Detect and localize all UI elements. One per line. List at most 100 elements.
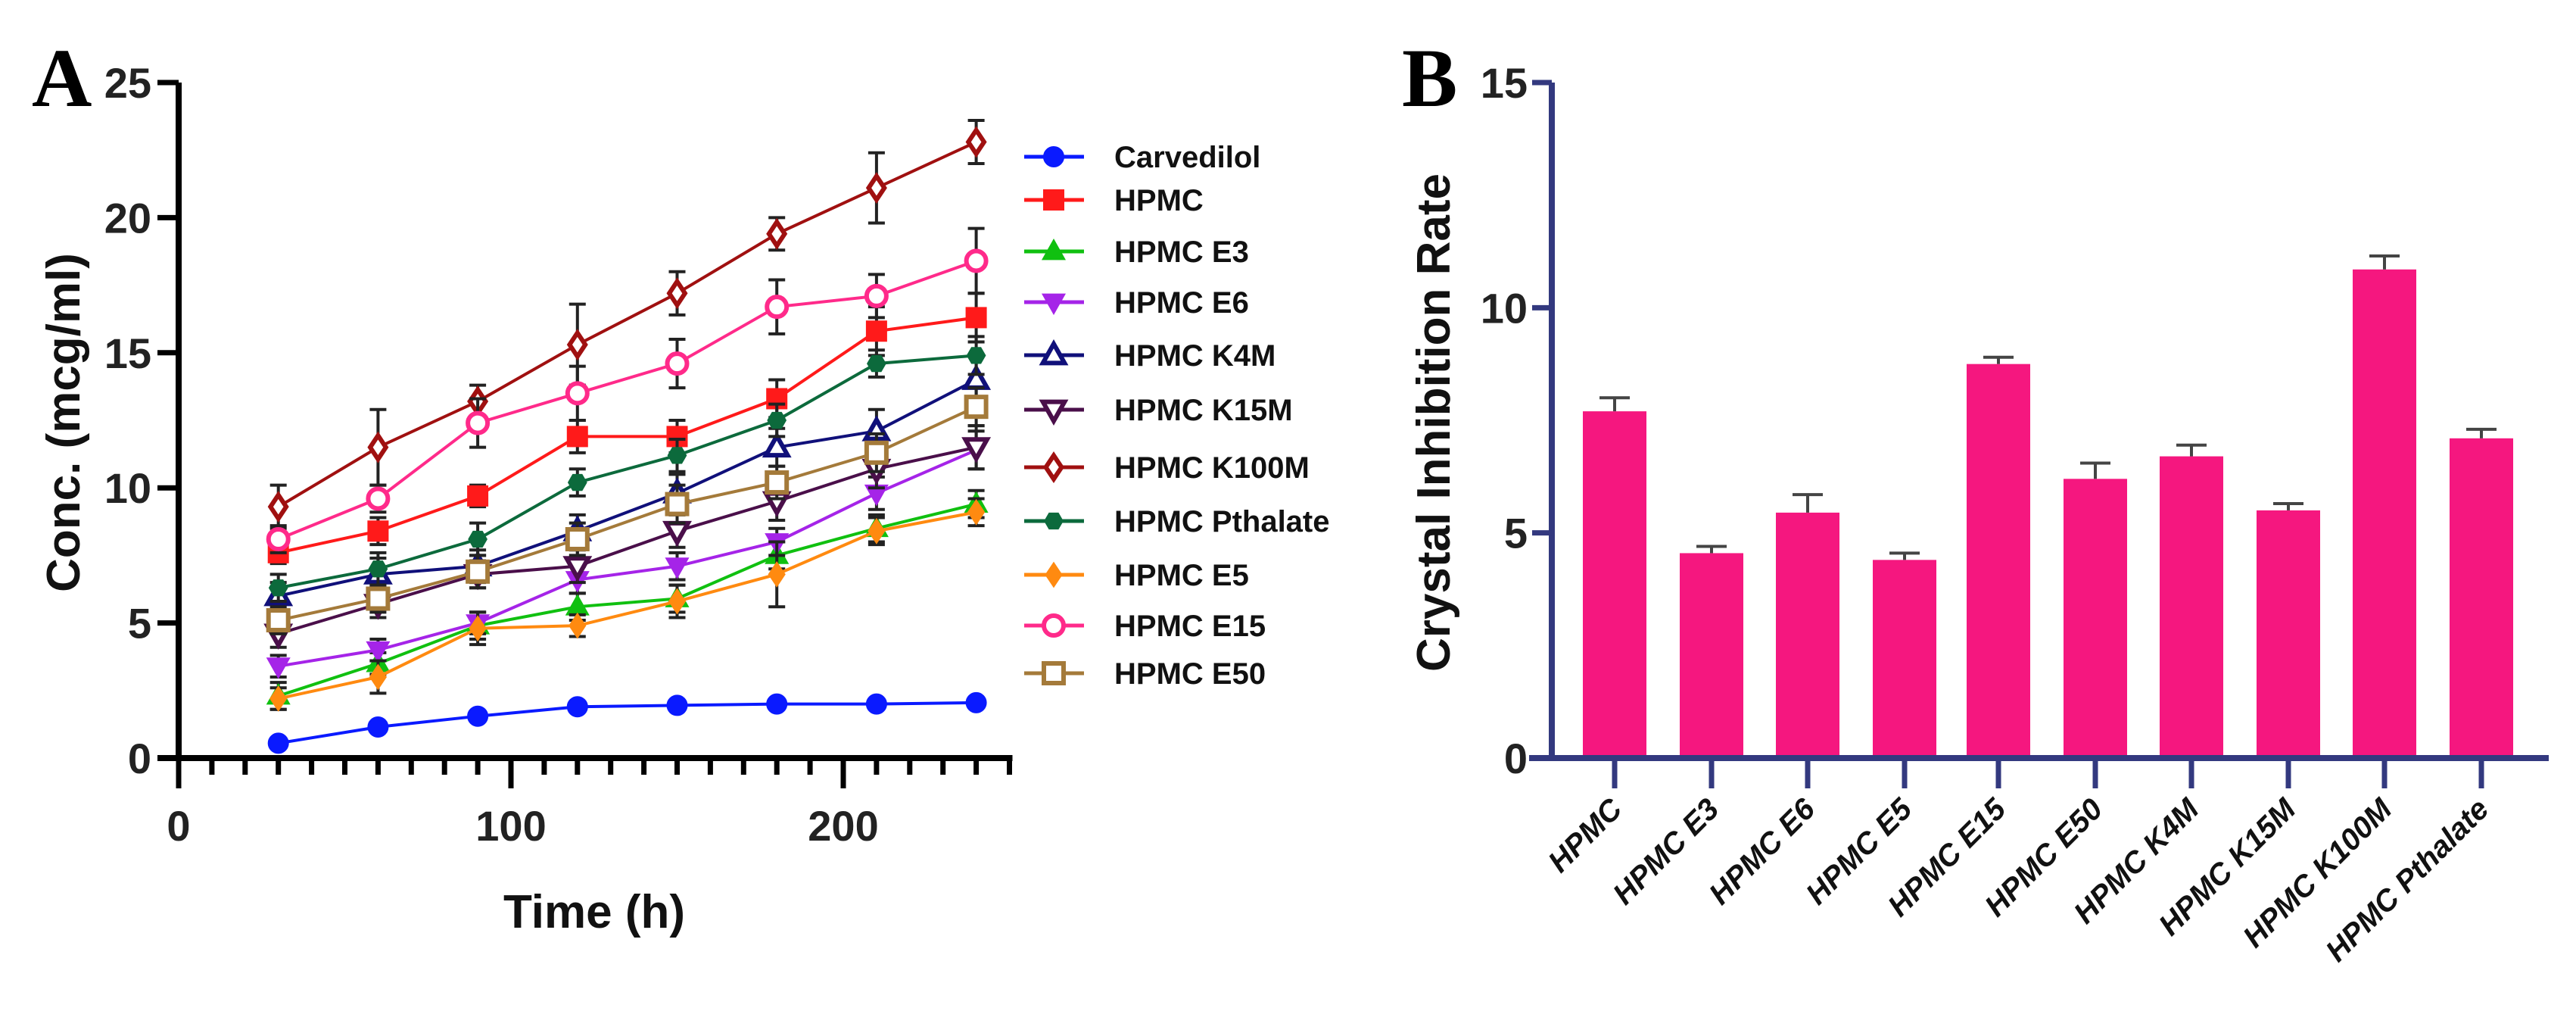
legend-marker bbox=[1044, 512, 1064, 530]
data-point bbox=[964, 248, 989, 273]
data-point bbox=[567, 473, 587, 491]
series-line bbox=[277, 259, 977, 541]
series-hpmc-pthalate bbox=[268, 335, 986, 604]
data-point bbox=[367, 431, 389, 463]
data-point bbox=[466, 559, 491, 584]
data-point bbox=[865, 693, 887, 715]
data-point bbox=[266, 657, 291, 679]
legend-marker bbox=[1043, 189, 1064, 211]
x-category-label: HPMC bbox=[1542, 791, 1629, 878]
series-line bbox=[278, 316, 977, 554]
data-point bbox=[467, 485, 489, 507]
legend-label: HPMC K4M bbox=[1114, 339, 1276, 373]
series-carvedilol bbox=[267, 691, 987, 754]
data-point bbox=[867, 517, 886, 545]
legend-label: HPMC E5 bbox=[1114, 559, 1249, 592]
data-point bbox=[266, 608, 291, 633]
legend-marker bbox=[1042, 613, 1066, 638]
bar bbox=[2064, 479, 2127, 758]
series-line bbox=[278, 448, 977, 668]
data-point bbox=[566, 426, 588, 448]
data-point bbox=[367, 716, 389, 738]
data-point bbox=[965, 307, 987, 329]
data-point bbox=[765, 295, 790, 320]
legend-label: HPMC E15 bbox=[1114, 610, 1266, 643]
data-point bbox=[366, 486, 391, 511]
legend-label: HPMC K15M bbox=[1114, 394, 1293, 427]
bar bbox=[2257, 510, 2320, 758]
legend-label: HPMC E6 bbox=[1114, 286, 1249, 320]
legend-item: HPMC K4M bbox=[1024, 339, 1276, 373]
panel-label-b: B bbox=[1402, 32, 1457, 124]
legend-item: HPMC K100M bbox=[1024, 451, 1310, 485]
data-point bbox=[767, 411, 787, 429]
legend-item: HPMC Pthalate bbox=[1024, 505, 1330, 538]
legend-label: HPMC bbox=[1114, 184, 1204, 217]
data-point bbox=[369, 663, 388, 691]
legend-marker bbox=[1041, 293, 1067, 315]
y-tick-label: 0 bbox=[1504, 735, 1528, 782]
legend-item: HPMC E15 bbox=[1024, 610, 1266, 643]
data-point bbox=[566, 696, 588, 718]
y-tick-label: 15 bbox=[104, 329, 151, 377]
y-tick-label: 5 bbox=[1504, 510, 1528, 557]
legend-item: HPMC E6 bbox=[1024, 286, 1249, 320]
bar bbox=[2353, 269, 2416, 759]
data-point bbox=[966, 347, 986, 364]
data-point bbox=[665, 491, 690, 516]
x-axis-title: Time (h) bbox=[503, 886, 685, 938]
data-point bbox=[562, 556, 593, 582]
series-line bbox=[278, 445, 977, 635]
series-hpmc-e50 bbox=[266, 386, 989, 635]
data-point bbox=[566, 329, 588, 361]
bar bbox=[2160, 456, 2223, 758]
data-point bbox=[565, 381, 590, 406]
bar bbox=[2450, 438, 2513, 758]
legend-label: HPMC E50 bbox=[1114, 657, 1266, 691]
data-point bbox=[366, 586, 391, 611]
panel-a-line-chart: A Conc. (mcg/ml) Time (h) 0 5 10 15 20 25 0 100… bbox=[32, 32, 1330, 938]
panel-label-a: A bbox=[32, 32, 92, 124]
x-tick-label: 100 bbox=[475, 802, 546, 850]
data-point bbox=[665, 557, 690, 579]
series-line bbox=[278, 378, 977, 598]
legend-marker bbox=[1039, 339, 1069, 366]
data-point bbox=[865, 320, 887, 342]
y-axis-title: Conc. (mcg/ml) bbox=[38, 253, 90, 592]
series-line bbox=[278, 510, 977, 701]
data-point bbox=[267, 732, 289, 754]
y-axis-title: Crystal Inhibition Rate bbox=[1408, 173, 1460, 672]
x-tick-label: 0 bbox=[167, 802, 190, 850]
legend-item: Carvedilol bbox=[1024, 141, 1260, 174]
data-point bbox=[368, 560, 388, 578]
data-point bbox=[766, 693, 788, 715]
series-line bbox=[278, 502, 977, 697]
legend-item: HPMC E3 bbox=[1024, 236, 1249, 269]
data-point bbox=[469, 615, 487, 642]
data-point bbox=[268, 579, 288, 597]
data-point bbox=[269, 685, 288, 712]
data-point bbox=[568, 612, 587, 639]
data-point bbox=[867, 354, 886, 373]
data-point bbox=[367, 520, 389, 542]
x-category-label: HPMC E6 bbox=[1703, 792, 1822, 911]
legend-label: HPMC K100M bbox=[1114, 451, 1310, 485]
legend-label: HPMC E3 bbox=[1114, 236, 1249, 269]
series-line bbox=[278, 701, 977, 745]
data-point bbox=[267, 491, 289, 523]
data-point bbox=[565, 526, 590, 551]
series-hpmc-e15 bbox=[266, 226, 989, 554]
data-point bbox=[468, 530, 487, 548]
legend-label: HPMC Pthalate bbox=[1114, 505, 1330, 538]
bar bbox=[1776, 512, 1839, 758]
legend-marker bbox=[1042, 661, 1066, 685]
series-hpmc-e5 bbox=[269, 497, 986, 712]
y-tick-label: 5 bbox=[128, 600, 151, 648]
data-point bbox=[967, 498, 986, 526]
bar bbox=[1873, 560, 1936, 758]
legend-marker bbox=[1041, 239, 1067, 261]
legend-marker bbox=[1042, 451, 1065, 484]
y-tick-label: 20 bbox=[104, 194, 151, 242]
legend-label: Carvedilol bbox=[1114, 141, 1260, 174]
